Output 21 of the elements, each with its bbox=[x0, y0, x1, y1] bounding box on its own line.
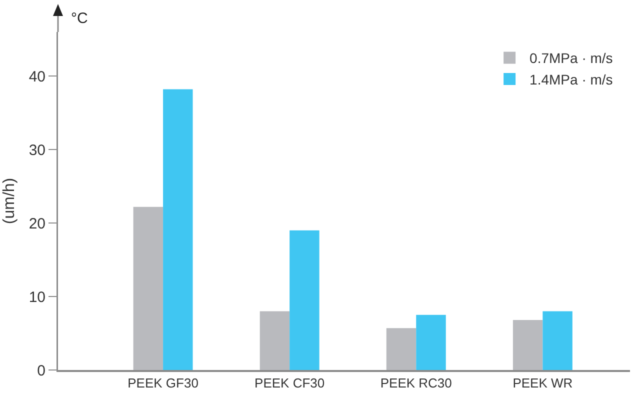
bar bbox=[542, 311, 572, 370]
x-tick-label: PEEK CF30 bbox=[254, 376, 325, 391]
legend-label: 0.7MPa · m/s bbox=[530, 50, 613, 66]
bar bbox=[290, 230, 320, 370]
bar bbox=[386, 328, 416, 370]
text: °C bbox=[71, 10, 88, 27]
legend-label: 1.4MPa · m/s bbox=[530, 71, 613, 88]
bar bbox=[512, 320, 543, 370]
y-tick-label: 20 bbox=[28, 215, 46, 232]
y-tick-label: 0 bbox=[37, 362, 46, 380]
y-tick-label: 30 bbox=[28, 142, 46, 159]
y-tick-label: 10 bbox=[28, 288, 46, 306]
y-tick-label: 40 bbox=[28, 68, 46, 86]
bar bbox=[416, 314, 446, 370]
y-axis-title: (um/h) bbox=[0, 178, 18, 224]
x-tick-label: PEEK WR bbox=[512, 376, 573, 391]
x-tick-label: PEEK RC30 bbox=[380, 376, 452, 391]
bar bbox=[163, 89, 193, 370]
x-tick-label: PEEK GF30 bbox=[128, 376, 198, 391]
bar bbox=[133, 206, 164, 370]
bar bbox=[260, 311, 290, 370]
